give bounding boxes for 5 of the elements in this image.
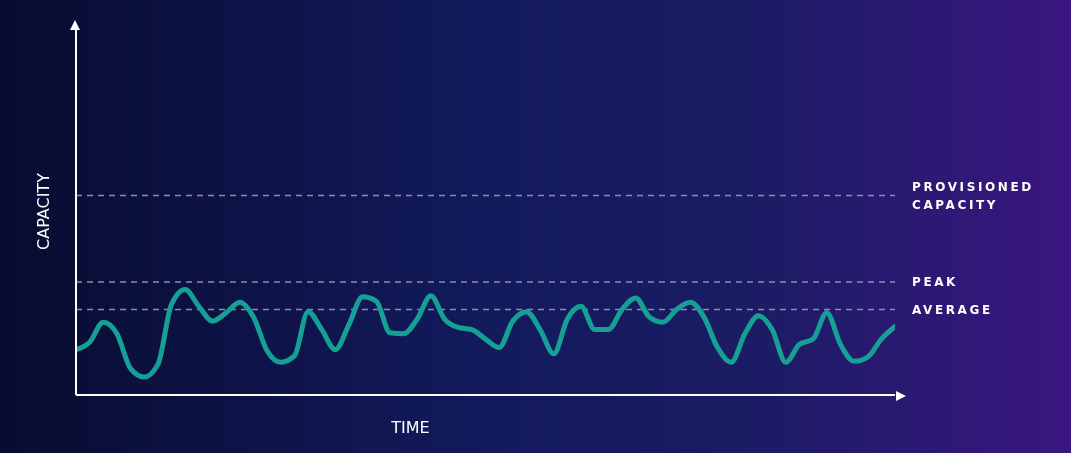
x-axis-title: TIME	[390, 418, 430, 437]
ref-line-label: PEAK	[912, 274, 958, 289]
ref-line-label: PROVISIONED CAPACITY	[912, 179, 1034, 212]
ref-line-label: AVERAGE	[912, 302, 993, 317]
y-axis-title: CAPACITY	[33, 172, 53, 250]
